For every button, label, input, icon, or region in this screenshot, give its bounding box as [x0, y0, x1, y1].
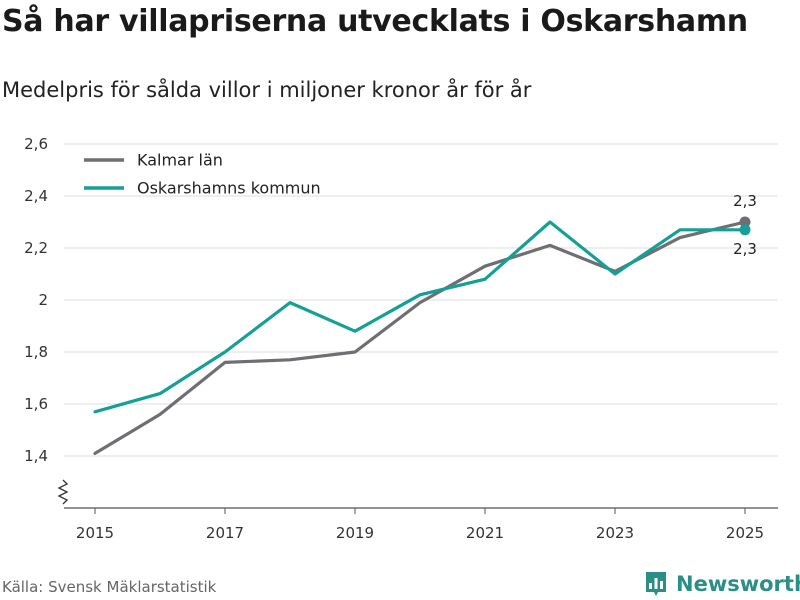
x-tick-label: 2019 — [336, 524, 374, 542]
x-tick-label: 2015 — [76, 524, 114, 542]
series-line-kalmar-l-n — [93, 220, 747, 455]
y-tick-label: 1,8 — [24, 343, 48, 361]
end-marker-kalmar-l-n — [739, 216, 751, 228]
chart-title: Så har villapriserna utvecklats i Oskars… — [2, 4, 748, 39]
x-tick-label: 2021 — [466, 524, 504, 542]
y-tick-label: 2 — [38, 291, 48, 309]
legend-label-kalmar-l-n: Kalmar län — [137, 151, 223, 170]
x-tick-label: 2017 — [206, 524, 244, 542]
end-label-oskarshamns-kommun: 2,3 — [733, 240, 757, 258]
legend-label-oskarshamns-kommun: Oskarshamns kommun — [137, 179, 321, 198]
y-tick-label: 2,4 — [24, 187, 48, 205]
end-marker-oskarshamns-kommun — [739, 224, 751, 236]
bar-chart-logo-icon — [646, 572, 666, 596]
end-label-kalmar-l-n: 2,3 — [733, 192, 757, 210]
y-tick-label: 1,6 — [24, 395, 48, 413]
brand-name: Newsworthy — [676, 572, 800, 596]
legend: Kalmar län Oskarshamns kommun — [84, 151, 321, 198]
x-axis: 2015 2017 2019 2021 2023 2025 — [64, 507, 778, 542]
axis-break-icon — [57, 479, 69, 505]
chart-subtitle: Medelpris för sålda villor i miljoner kr… — [2, 78, 532, 102]
x-tick-label: 2023 — [596, 524, 634, 542]
y-tick-label: 1,4 — [24, 447, 48, 465]
gridlines — [64, 143, 778, 457]
brand-logo: Newsworthy — [644, 570, 800, 598]
y-tick-label: 2,2 — [24, 239, 48, 257]
y-tick-label: 2,6 — [24, 135, 48, 153]
y-axis: 1,4 1,6 1,8 2 2,2 2,4 2,6 — [24, 135, 69, 505]
series-group: 2,3 2,3 — [93, 192, 757, 455]
x-tick-label: 2025 — [726, 524, 764, 542]
series-line-oskarshamns-kommun — [93, 220, 747, 414]
source-note: Källa: Svensk Mäklarstatistik — [2, 578, 217, 596]
